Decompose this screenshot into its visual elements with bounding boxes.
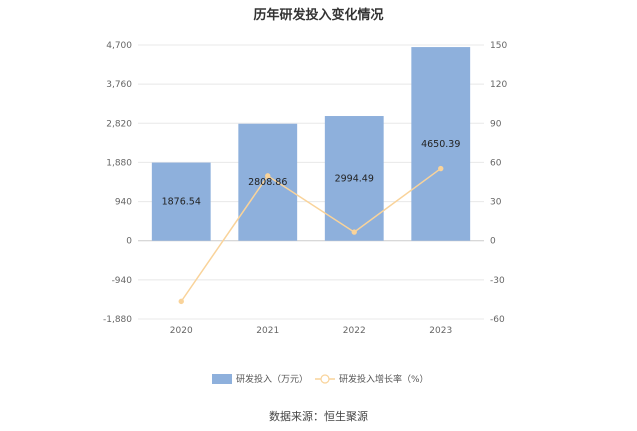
y-left-tick-label: 1,880 [106,158,132,168]
legend-line-marker [320,374,330,384]
y-left-tick-label: 3,760 [106,80,132,90]
data-source: 数据来源：恒生聚源 [269,410,368,423]
growth-point [438,165,444,172]
x-tick-label: 2023 [429,326,452,336]
chart-title: 历年研发投入变化情况 [253,8,384,23]
y-left-tick-label: 940 [115,198,132,208]
y-left-tick-label: 4,700 [106,41,132,51]
bar-data-label: 1876.54 [162,197,201,208]
x-tick-label: 2020 [170,326,193,336]
x-tick-label: 2021 [256,326,279,336]
legend-bar-swatch [212,374,232,384]
bar-data-label: 4650.39 [421,139,460,150]
bar-data-label: 2808.86 [248,177,287,188]
legend-bar-label: 研发投入（万元） [236,373,308,385]
growth-line [180,167,442,302]
bar [151,162,211,241]
y-right-tick-label: 0 [490,237,496,247]
y-left-tick-label: 2,820 [106,119,132,129]
x-tick-label: 2022 [343,326,366,336]
legend-line-label: 研发投入增长率（%） [339,373,429,385]
y-right-tick-label: 30 [490,198,502,208]
y-right-tick-label: -30 [490,276,505,286]
y-right-tick-label: 90 [490,119,502,129]
growth-point [351,229,357,235]
y-right-tick-label: 120 [490,80,507,90]
y-right-tick-label: -60 [490,315,505,325]
y-right-tick-label: 150 [490,41,507,51]
bar [411,47,471,241]
growth-point [178,298,184,305]
bar-data-label: 2994.49 [335,173,374,184]
y-left-tick-label: 0 [126,237,132,247]
y-left-tick-label: -1,880 [103,315,132,325]
bar [238,123,298,241]
growth-point [265,173,271,179]
y-left-tick-label: -940 [112,276,133,286]
y-right-tick-label: 60 [490,158,502,168]
